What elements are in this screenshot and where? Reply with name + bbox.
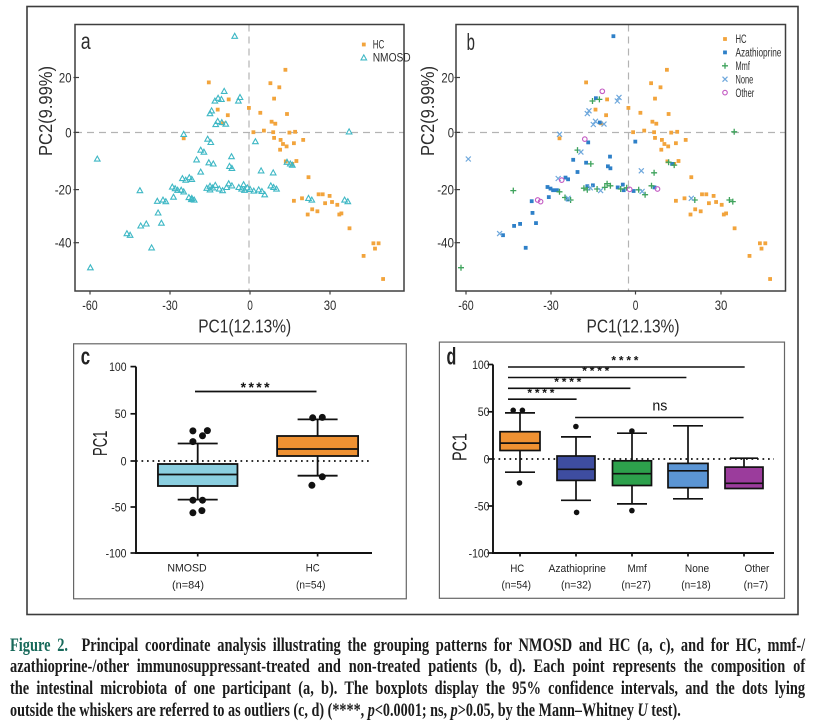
svg-text:****: **** [554, 375, 584, 389]
svg-text:-20: -20 [55, 182, 72, 198]
svg-text:30: 30 [324, 297, 337, 313]
svg-text:PC2(9.99%): PC2(9.99%) [35, 66, 56, 156]
svg-text:0: 0 [633, 297, 639, 313]
svg-text:None: None [685, 563, 709, 575]
svg-text:HC: HC [373, 40, 385, 52]
svg-text:****: **** [527, 386, 557, 400]
svg-text:b: b [467, 29, 475, 55]
svg-text:(n=84): (n=84) [172, 579, 204, 591]
svg-text:-100: -100 [106, 546, 127, 560]
svg-text:PC2(9.99%): PC2(9.99%) [417, 66, 438, 156]
svg-text:-50: -50 [111, 500, 126, 514]
svg-text:****: **** [241, 379, 272, 395]
svg-text:Mmf: Mmf [736, 61, 751, 73]
svg-text:Other: Other [745, 563, 770, 575]
svg-text:-50: -50 [474, 499, 489, 513]
svg-text:-100: -100 [469, 546, 490, 560]
svg-text:100: 100 [472, 358, 490, 372]
svg-text:PC1(12.13%): PC1(12.13%) [587, 315, 680, 336]
svg-text:Azathioprine: Azathioprine [736, 48, 782, 60]
svg-text:-60: -60 [82, 297, 98, 313]
svg-text:0: 0 [65, 124, 71, 140]
svg-text:-30: -30 [543, 297, 559, 313]
svg-text:c: c [81, 344, 90, 371]
svg-text:Azathioprine: Azathioprine [548, 563, 606, 575]
svg-text:(n=54): (n=54) [296, 579, 326, 591]
svg-text:-30: -30 [162, 297, 178, 313]
svg-text:(n=7): (n=7) [744, 580, 769, 592]
svg-text:0: 0 [448, 124, 454, 140]
svg-text:HC: HC [510, 563, 524, 575]
svg-text:None: None [736, 74, 754, 86]
svg-text:50: 50 [115, 407, 127, 421]
svg-text:a: a [81, 28, 91, 54]
svg-text:-20: -20 [437, 182, 454, 198]
svg-text:PC1(12.13%): PC1(12.13%) [198, 315, 291, 336]
svg-text:HC: HC [306, 563, 320, 575]
svg-text:****: **** [611, 354, 641, 368]
svg-text:ns: ns [652, 398, 667, 415]
svg-text:-40: -40 [55, 235, 72, 251]
svg-text:100: 100 [109, 360, 127, 374]
svg-text:-40: -40 [437, 235, 454, 251]
svg-text:20: 20 [59, 70, 72, 86]
svg-text:Other: Other [736, 88, 755, 100]
svg-text:20: 20 [441, 70, 454, 86]
svg-text:d: d [447, 344, 457, 371]
svg-text:0: 0 [247, 297, 253, 313]
svg-text:(n=27): (n=27) [621, 580, 651, 592]
svg-text:50: 50 [478, 405, 490, 419]
svg-text:NMOSD: NMOSD [167, 563, 206, 575]
svg-text:****: **** [582, 364, 612, 378]
svg-text:(n=54): (n=54) [502, 580, 532, 592]
svg-text:-60: -60 [458, 297, 474, 313]
svg-text:0: 0 [121, 454, 127, 468]
svg-text:Mmf: Mmf [627, 563, 647, 575]
svg-text:PC1: PC1 [449, 433, 471, 461]
svg-text:30: 30 [715, 297, 728, 313]
svg-text:(n=18): (n=18) [681, 580, 711, 592]
svg-text:PC1: PC1 [90, 431, 112, 457]
svg-text:(n=32): (n=32) [561, 580, 591, 592]
svg-text:HC: HC [736, 34, 747, 46]
svg-text:NMOSD: NMOSD [373, 53, 411, 65]
svg-text:0: 0 [484, 452, 490, 466]
